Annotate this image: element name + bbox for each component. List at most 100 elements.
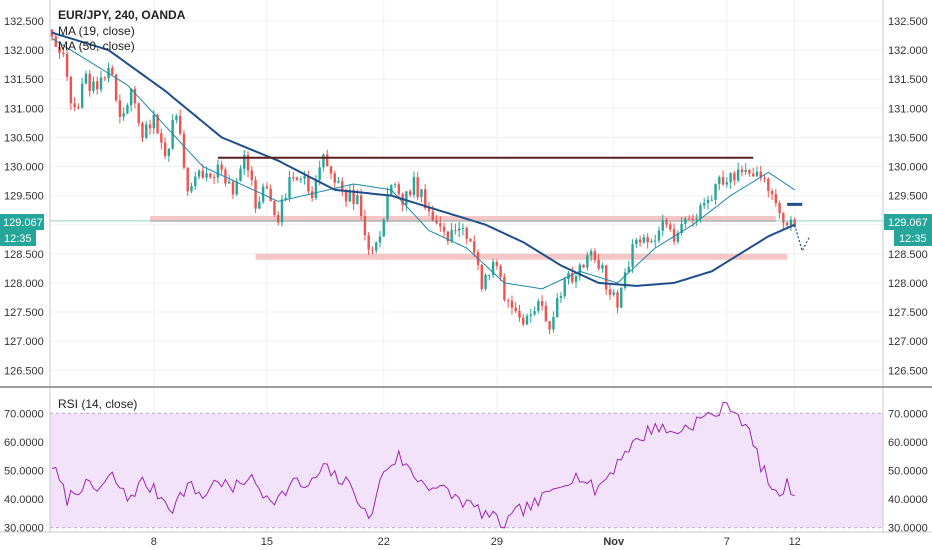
candle-body	[258, 201, 261, 209]
candle-body	[789, 219, 793, 226]
candle-body	[473, 241, 476, 253]
candle-body	[73, 103, 76, 108]
legend-ma-slow: MA (50, close)	[58, 39, 135, 53]
x-tick-label: 15	[261, 536, 273, 548]
candle-body	[582, 264, 585, 268]
candle-body	[522, 317, 525, 325]
candle-body	[537, 301, 540, 312]
candle-body	[608, 289, 612, 295]
candle-body	[740, 169, 744, 173]
candle-body	[559, 296, 563, 299]
y-tick-label-left: 128.500	[4, 249, 44, 261]
candle-body	[186, 167, 189, 192]
candle-body	[661, 220, 664, 231]
candle-body	[733, 173, 736, 181]
y-tick-label-left: 127.000	[4, 336, 44, 348]
candle-body	[326, 154, 329, 167]
candle-body	[676, 233, 680, 242]
axes: 132.500 132.500 132.000 132.000 131.500 131.5…	[0, 0, 932, 533]
candle-body	[752, 173, 755, 177]
candle-body	[699, 205, 702, 219]
candle-body	[506, 300, 510, 302]
candle-body	[197, 170, 201, 177]
candle-body	[714, 184, 717, 200]
candle-body	[314, 179, 318, 199]
candle-body	[480, 264, 483, 290]
candle-body	[341, 181, 344, 190]
candle-body	[84, 73, 88, 84]
projection-path	[794, 224, 811, 253]
candle-body	[755, 171, 759, 177]
candle-body	[92, 81, 95, 91]
candle-body	[129, 88, 133, 106]
candle-body	[182, 133, 186, 168]
candle-body	[687, 218, 691, 220]
candle-body	[216, 164, 220, 178]
candle-body	[412, 177, 416, 195]
candle-body	[518, 311, 521, 318]
candle-body	[122, 113, 125, 117]
candle-body	[363, 215, 367, 236]
candle-body	[231, 181, 235, 195]
x-tick-label: 7	[724, 536, 730, 548]
ma-fast-line	[51, 37, 795, 290]
y-tick-label-right: 127.500	[888, 307, 928, 319]
candle-body	[770, 191, 774, 195]
candle-body	[359, 195, 363, 216]
candle-body	[141, 123, 144, 138]
candle-body	[793, 219, 796, 227]
candle-body	[416, 177, 419, 198]
candle-body	[703, 203, 706, 206]
candle-body	[299, 178, 303, 180]
y-tick-label-left: 131.000	[4, 103, 44, 115]
candle-body	[137, 103, 140, 124]
candle-body	[54, 36, 57, 47]
candle-body	[145, 124, 148, 138]
candle-body	[706, 199, 710, 204]
candle-body	[277, 215, 280, 223]
candle-body	[499, 265, 502, 277]
candle-body	[544, 305, 548, 322]
svg-text:12:35: 12:35	[4, 233, 32, 245]
y-tick-label-right: 126.500	[888, 365, 928, 377]
candle-body	[439, 223, 442, 227]
time-tag-right: 12:35	[894, 230, 932, 246]
rsi-tick-label-left: 60.0000	[4, 437, 44, 449]
candle-body	[767, 178, 770, 192]
candle-body	[96, 81, 99, 90]
candle-body	[601, 265, 604, 269]
candle-body	[322, 154, 325, 168]
legend-ma-fast: MA (19, close)	[58, 24, 135, 38]
price-tag-right: 129.067	[884, 214, 932, 230]
x-tick-label: 12	[789, 536, 801, 548]
y-tick-label-right: 132.500	[888, 16, 928, 28]
candle-body	[378, 236, 382, 243]
rsi-tick-label-right: 50.0000	[888, 466, 928, 478]
candle-body	[435, 220, 438, 224]
candle-body	[450, 229, 453, 242]
candle-body	[269, 188, 272, 202]
candle-body	[160, 133, 163, 143]
candle-body	[620, 287, 623, 308]
candle-body	[88, 73, 91, 91]
rsi-panel: 70.0000 70.0000 60.0000 60.0000 50.0000 50.00…	[4, 401, 928, 535]
price-levels	[50, 156, 883, 253]
rsi-tick-label-right: 70.0000	[888, 408, 928, 420]
y-tick-label-left: 127.500	[4, 307, 44, 319]
candle-body	[729, 173, 732, 183]
candle-body	[348, 189, 352, 202]
candle-body	[503, 276, 506, 301]
candle-body	[442, 226, 446, 232]
candle-body	[721, 177, 725, 185]
candle-body	[167, 148, 171, 157]
y-tick-label-right: 132.000	[888, 45, 928, 57]
candle-body	[288, 177, 291, 198]
candle-body	[310, 191, 314, 199]
y-tick-label-left: 130.000	[4, 162, 44, 174]
time-tag-left: 12:35	[0, 230, 36, 246]
candle-body	[65, 53, 69, 77]
y-tick-label-right: 127.000	[888, 336, 928, 348]
candle-body	[778, 203, 781, 214]
rsi-line	[51, 401, 795, 529]
